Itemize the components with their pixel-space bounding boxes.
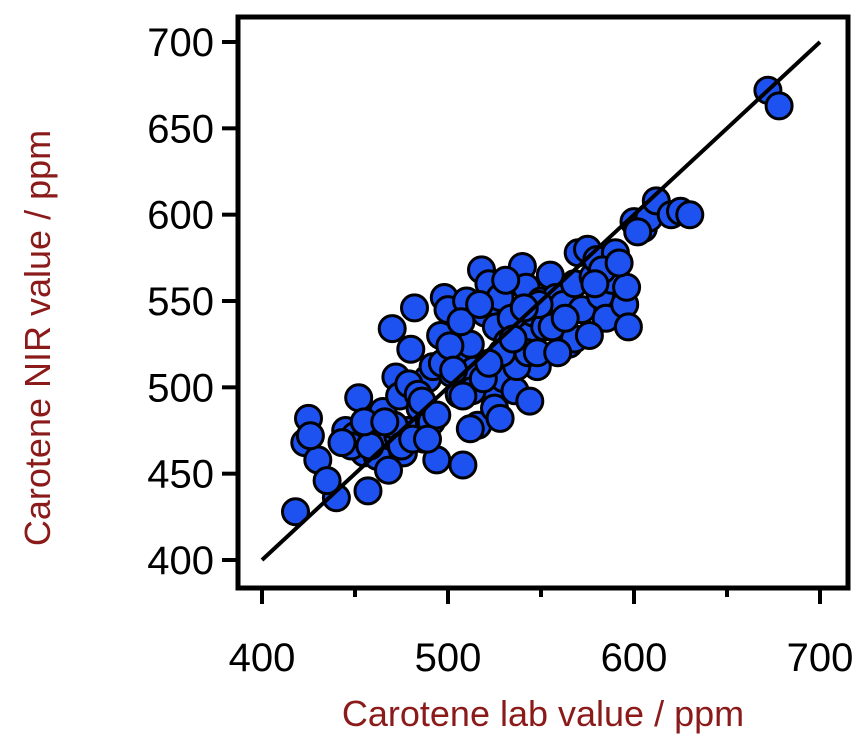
y-axis-ticks: 400 450 500 550 600 650 700 — [147, 21, 238, 583]
data-point — [415, 426, 441, 452]
data-point — [545, 340, 571, 366]
data-point — [355, 478, 381, 504]
y-tick-label: 500 — [147, 366, 214, 410]
data-point — [297, 423, 323, 449]
data-point — [372, 409, 398, 435]
x-tick-label: 400 — [229, 636, 296, 680]
x-axis-ticks: 400 500 600 700 — [229, 588, 854, 680]
data-point — [450, 452, 476, 478]
data-points — [283, 77, 793, 524]
y-tick-label: 450 — [147, 453, 214, 497]
data-point — [467, 292, 493, 318]
data-point — [346, 385, 372, 411]
data-point — [576, 323, 602, 349]
data-point — [357, 433, 383, 459]
data-point — [450, 383, 476, 409]
x-axis-title: Carotene lab value / ppm — [342, 693, 744, 734]
y-tick-label: 650 — [147, 107, 214, 151]
data-point — [476, 350, 502, 376]
data-point — [457, 416, 483, 442]
data-point — [376, 457, 402, 483]
reference-line — [262, 42, 820, 560]
data-point — [493, 267, 519, 293]
x-tick-label: 500 — [415, 636, 482, 680]
y-tick-label: 400 — [147, 539, 214, 583]
data-point — [398, 336, 424, 362]
data-point — [487, 405, 513, 431]
data-point — [552, 305, 578, 331]
data-point — [329, 430, 355, 456]
data-point — [582, 271, 608, 297]
data-point — [437, 333, 463, 359]
data-point — [766, 93, 792, 119]
y-tick-label: 550 — [147, 280, 214, 324]
x-tick-label: 600 — [601, 636, 668, 680]
y-tick-label: 600 — [147, 194, 214, 238]
data-point — [500, 326, 526, 352]
x-tick-label: 700 — [787, 636, 854, 680]
data-point — [402, 295, 428, 321]
data-point — [625, 219, 651, 245]
y-axis-title: Carotene NIR value / ppm — [17, 130, 58, 546]
data-point — [615, 314, 641, 340]
data-point — [517, 388, 543, 414]
data-point — [379, 316, 405, 342]
data-point — [441, 357, 467, 383]
y-tick-label: 700 — [147, 21, 214, 65]
data-point — [677, 202, 703, 228]
data-point — [614, 274, 640, 300]
data-point — [606, 250, 632, 276]
